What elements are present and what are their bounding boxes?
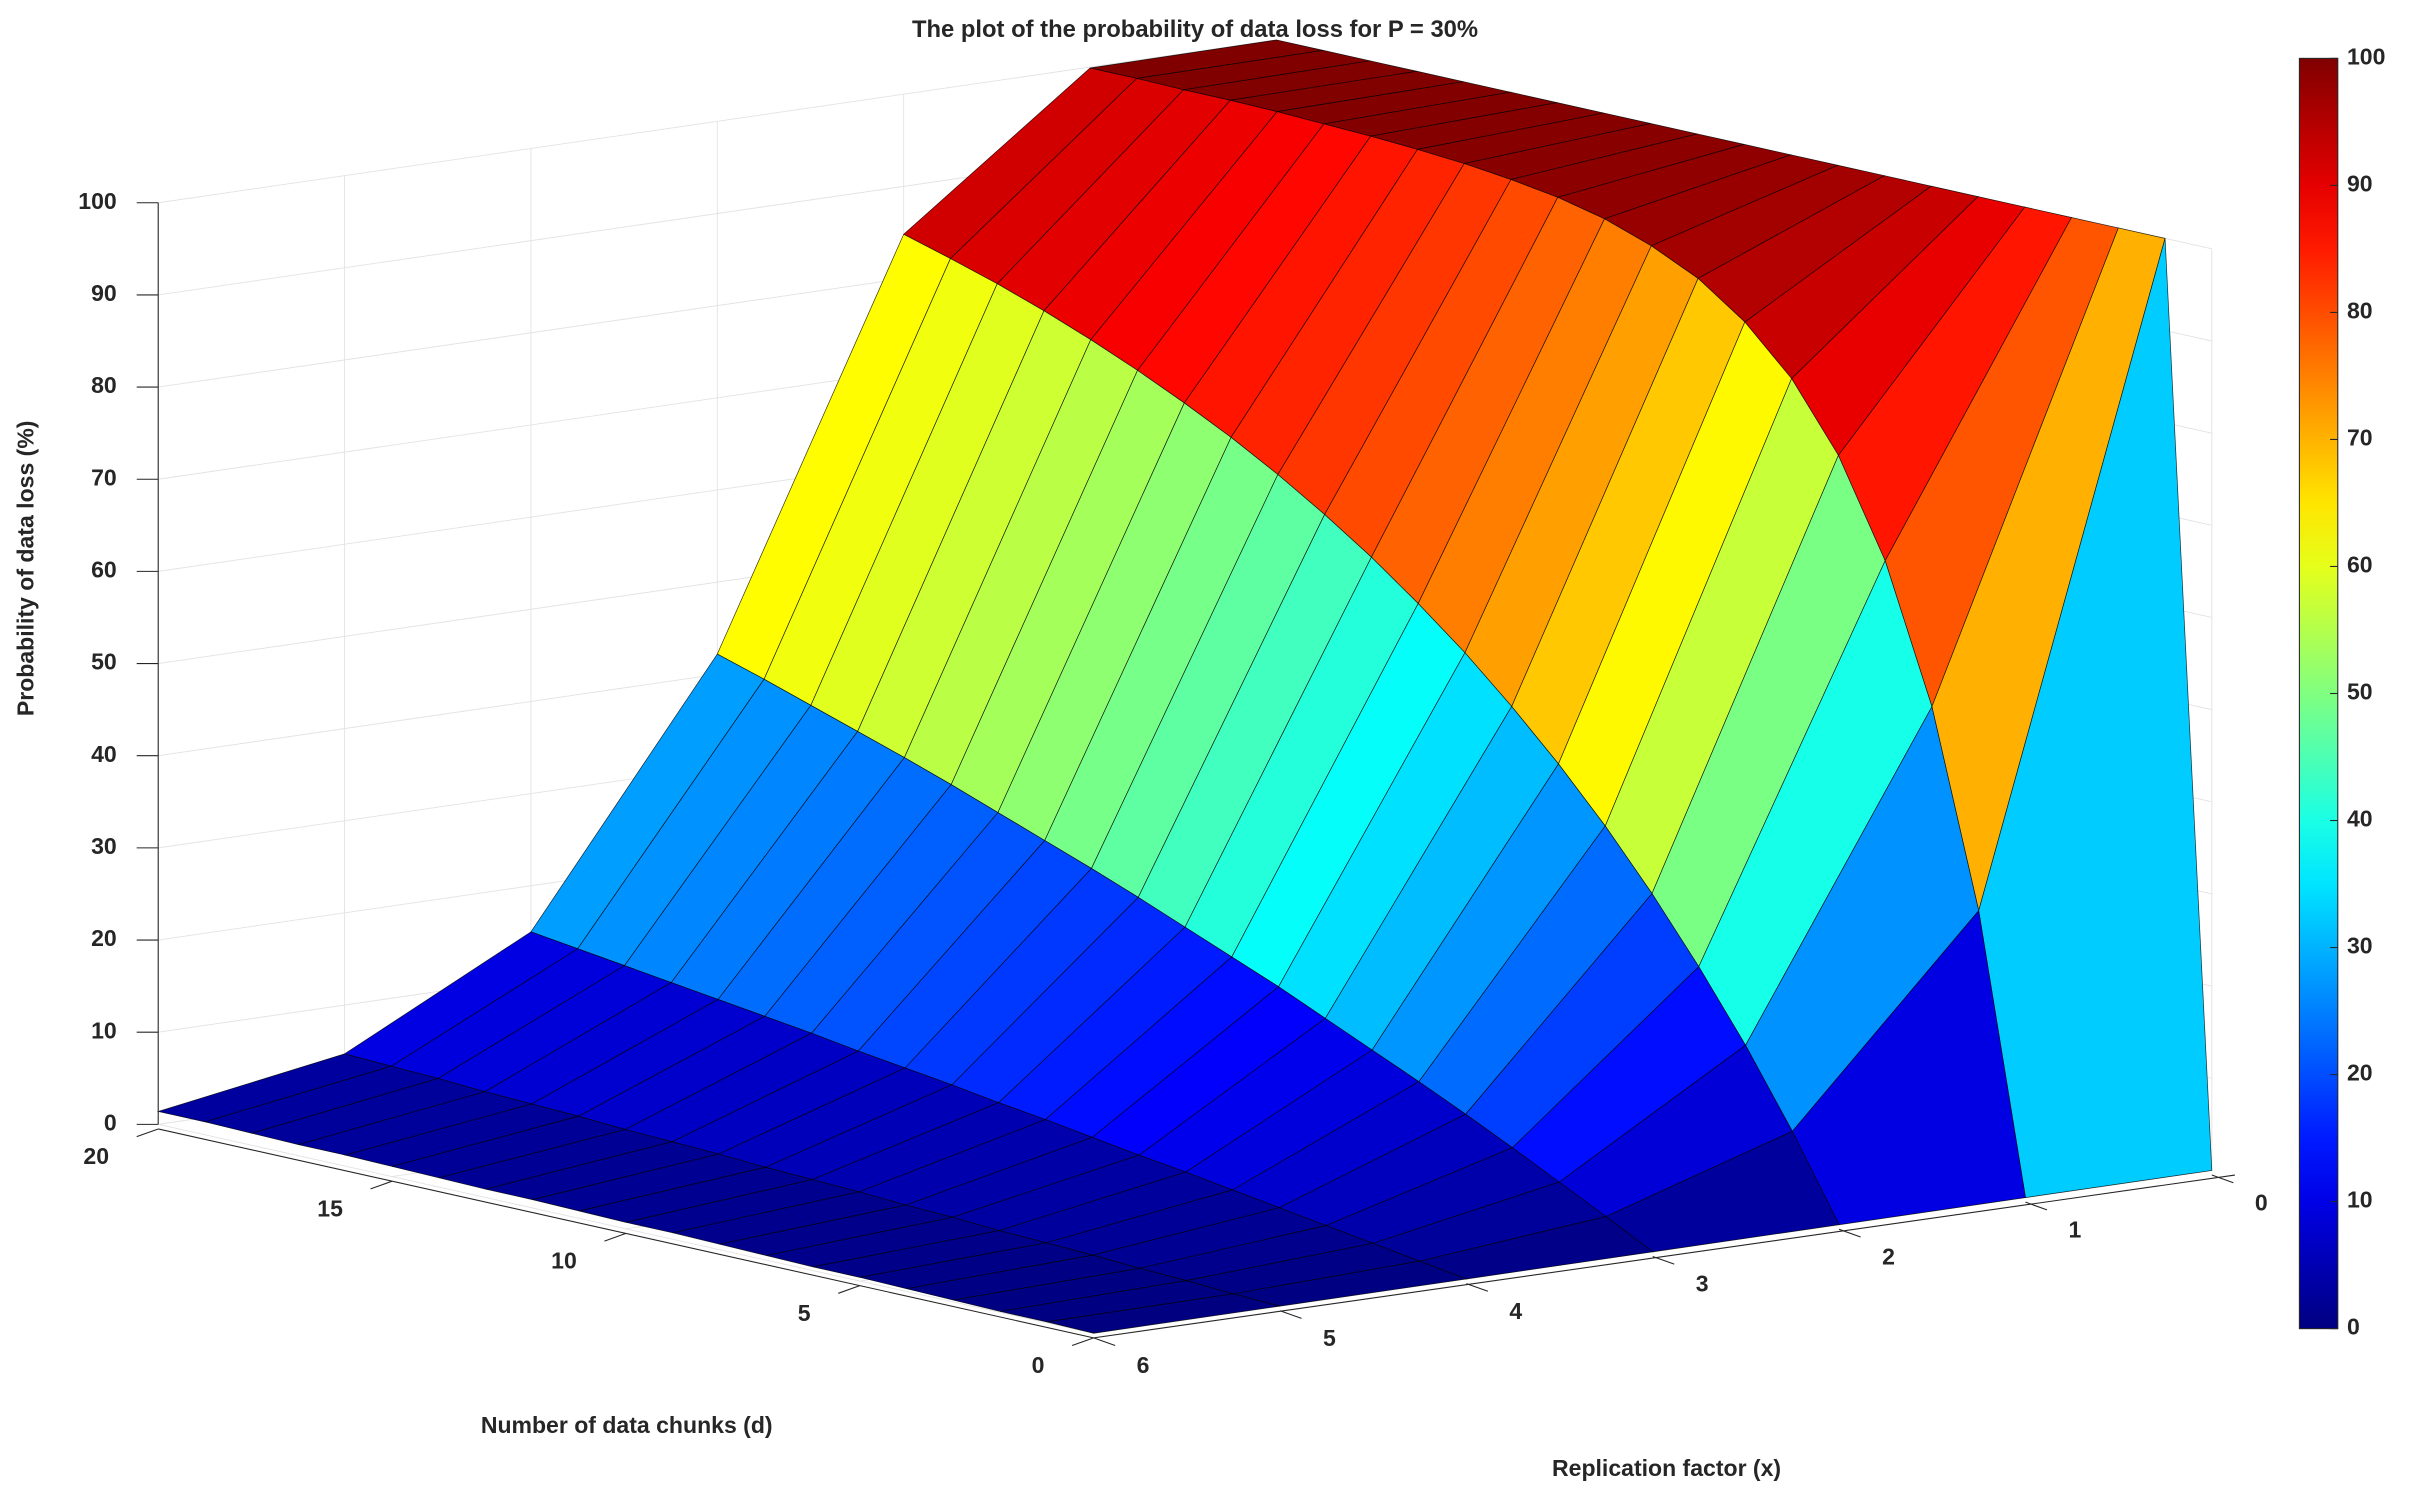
x-tick-label: 6 (1137, 1352, 1150, 1378)
z-axis-label: Probability of data loss (%) (13, 421, 39, 717)
x-tick (2025, 1201, 2048, 1211)
x-tick-label: 2 (1882, 1244, 1895, 1270)
y-axis-label: Number of data chunks (d) (481, 1412, 773, 1438)
colorbar-tick-label: 20 (2347, 1060, 2373, 1086)
x-axis-label: Replication factor (x) (1552, 1455, 1781, 1481)
y-tick-label: 0 (1032, 1352, 1045, 1378)
x-tick (2211, 1174, 2234, 1184)
x-tick-label: 0 (2255, 1189, 2268, 1215)
x-axis (1093, 1174, 2235, 1339)
x-tick (1279, 1310, 1302, 1319)
x-tick (1093, 1337, 1116, 1347)
y-tick (838, 1285, 860, 1294)
colorbar-tick-label: 70 (2347, 425, 2373, 451)
z-tick-label: 40 (91, 741, 117, 767)
y-tick (136, 1128, 159, 1138)
x-tick-label: 1 (2068, 1216, 2081, 1242)
x-tick (1838, 1228, 1861, 1238)
z-tick-label: 50 (91, 649, 117, 675)
colorbar-tick-label: 60 (2347, 552, 2373, 578)
chart-title: The plot of the probability of data loss… (912, 16, 1478, 43)
z-tick-label: 20 (91, 925, 117, 951)
z-tick-label: 0 (104, 1109, 117, 1135)
x-tick-label: 4 (1509, 1298, 1522, 1324)
y-tick (370, 1180, 393, 1190)
y-tick (604, 1232, 627, 1242)
y-axis (158, 1128, 1094, 1339)
z-tick-label: 80 (91, 372, 117, 398)
colorbar-tick-label: 10 (2347, 1187, 2373, 1213)
y-tick-label: 20 (83, 1143, 109, 1169)
z-tick-label: 60 (91, 556, 117, 582)
colorbar-tick-label: 100 (2347, 43, 2385, 69)
x-tick (1466, 1283, 1489, 1292)
y-tick (1071, 1337, 1094, 1347)
z-tick-label: 100 (78, 188, 116, 214)
surface-face (1046, 1293, 1281, 1334)
x-tick-label: 5 (1323, 1325, 1336, 1351)
y-tick-label: 10 (551, 1248, 577, 1274)
colorbar-tick-label: 90 (2347, 170, 2373, 196)
colorbar-tick-label: 50 (2347, 679, 2373, 705)
z-tick-label: 10 (91, 1017, 117, 1043)
colorbar-tick-label: 30 (2347, 933, 2373, 959)
colorbar-tick-label: 0 (2347, 1314, 2360, 1340)
y-tick-label: 5 (798, 1300, 811, 1326)
y-tick-label: 15 (317, 1195, 343, 1221)
z-tick-label: 90 (91, 280, 117, 306)
plot-area: The plot of the probability of data loss… (13, 16, 2386, 1481)
x-tick (1652, 1255, 1675, 1265)
colorbar-tick-label: 80 (2347, 298, 2373, 324)
z-tick-label: 30 (91, 833, 117, 859)
z-tick-label: 70 (91, 464, 117, 490)
colorbar-tick-label: 40 (2347, 806, 2373, 832)
x-tick-label: 3 (1696, 1271, 1709, 1297)
